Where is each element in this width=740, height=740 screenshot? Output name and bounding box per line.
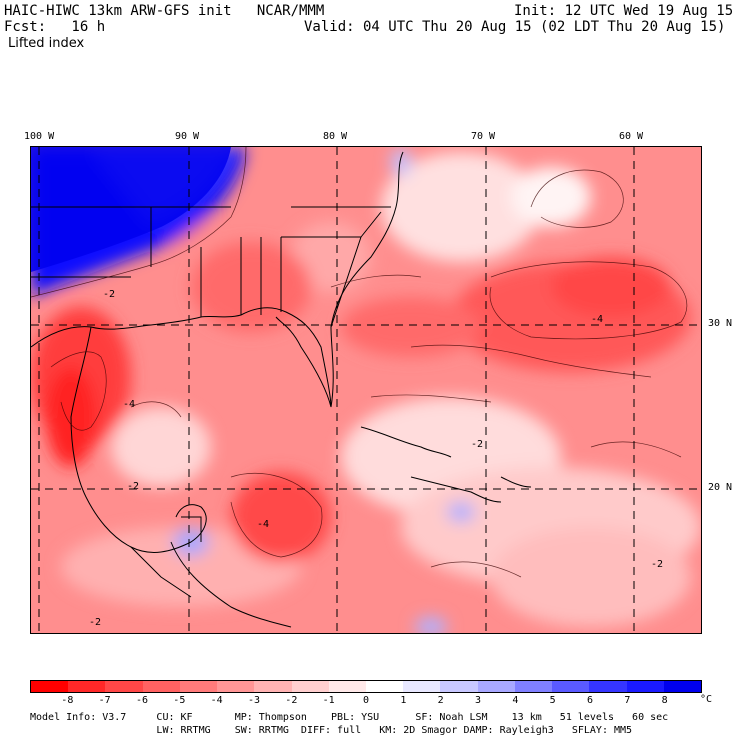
colorbar-cell [68, 681, 106, 692]
colorbar-tick-label: -5 [173, 695, 186, 706]
latlon-grid [31, 147, 701, 633]
colorbar [30, 680, 702, 693]
colorbar-cell [105, 681, 143, 692]
li-contours [31, 147, 688, 578]
colorbar-tick-label: 2 [437, 695, 444, 706]
forecast-hour: Fcst: 16 h [4, 19, 106, 35]
colorbar-tick-label: 5 [549, 695, 556, 706]
colorbar-tick-label: -7 [98, 695, 111, 706]
colorbar-cell [663, 681, 701, 692]
colorbar-unit: °C [700, 694, 713, 705]
lon-label-90w: 90 W [175, 131, 200, 142]
lat-label-30n: 30 N [708, 318, 733, 329]
colorbar-tick-label: -1 [322, 695, 335, 706]
colorbar-tick-label: 1 [400, 695, 407, 706]
colorbar-cell [552, 681, 590, 692]
colorbar-tick-label: 4 [512, 695, 519, 706]
colorbar-cell [440, 681, 478, 692]
valid-time: Valid: 04 UTC Thu 20 Aug 15 (02 LDT Thu … [304, 19, 726, 35]
model-info-line2: LW: RRTMG SW: RRTMG DIFF: full KM: 2D Sm… [30, 725, 633, 736]
stable-air-region [31, 147, 231, 272]
model-title: HAIC-HIWC 13km ARW-GFS init NCAR/MMM [4, 3, 325, 19]
colorbar-cell [365, 681, 404, 692]
contour-label: -2 [89, 617, 101, 628]
colorbar-cell [589, 681, 627, 692]
lon-label-100w: 100 W [24, 131, 55, 142]
model-info-line1: Model Info: V3.7 CU: KF MP: Thompson PBL… [30, 712, 669, 723]
colorbar-cell [626, 681, 664, 692]
colorbar-cell [179, 681, 218, 692]
colorbar-tick-label: 0 [362, 695, 370, 706]
lon-label-80w: 80 W [323, 131, 348, 142]
contour-label: -4 [123, 399, 135, 410]
init-time: Init: 12 UTC Wed 19 Aug 15 [514, 3, 734, 19]
colorbar-tick-label: 6 [586, 695, 594, 706]
colorbar-cell [514, 681, 553, 692]
contour-label: -2 [471, 439, 483, 450]
colorbar-tick-label: 8 [661, 695, 668, 706]
contour-label: -4 [257, 519, 269, 530]
colorbar-cell [328, 681, 366, 692]
colorbar-tick-label: -6 [135, 695, 149, 706]
colorbar-cell [477, 681, 515, 692]
colorbar-tick-label: -3 [247, 695, 261, 706]
colorbar-cell [217, 681, 255, 692]
contour-label: -4 [591, 314, 603, 325]
colorbar-cell [291, 681, 329, 692]
lon-label-70w: 70 W [471, 131, 496, 142]
lifted-index-map: -4 -4 -2 -2 -2 -2 -4 -2 [30, 146, 702, 634]
colorbar-cell [142, 681, 180, 692]
field-name: Lifted index [8, 36, 85, 51]
colorbar-tick-label: 3 [474, 695, 482, 706]
colorbar-tick-label: -2 [285, 695, 298, 706]
contour-label: -2 [103, 289, 115, 300]
lat-label-20n: 20 N [708, 482, 733, 493]
contour-label: -2 [651, 559, 663, 570]
map-canvas: -4 -4 -2 -2 -2 -2 -4 -2 [31, 147, 701, 633]
colorbar-tick-label: 7 [624, 695, 631, 706]
contour-label: -2 [127, 481, 139, 492]
colorbar-tick-label: -4 [210, 695, 223, 706]
lon-label-60w: 60 W [619, 131, 644, 142]
colorbar-cell [31, 681, 69, 692]
colorbar-tick-label: -8 [61, 695, 74, 706]
colorbar-cell [254, 681, 292, 692]
coastlines [31, 151, 532, 628]
colorbar-cell [403, 681, 441, 692]
